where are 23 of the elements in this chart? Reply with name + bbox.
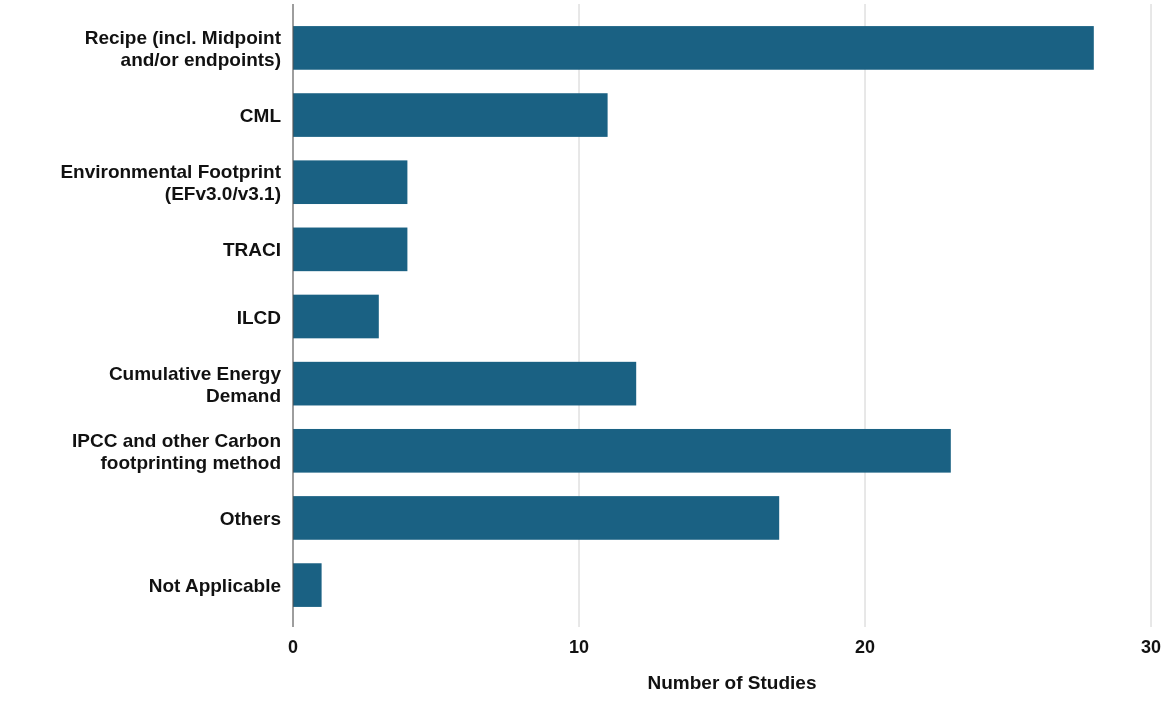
x-tick-label: 0 [287,637,299,657]
bar [293,26,1094,70]
x-tick-label: 30 [1140,637,1162,657]
y-tick-label: Environmental Footprint (EFv3.0/v3.1) [60,161,282,205]
y-tick-label: CML [239,105,282,127]
x-tick-label: 10 [568,637,590,657]
y-tick-label: IPCC and other Carbon footprinting method [71,429,281,473]
bar [293,428,951,473]
bar [293,160,408,205]
bar [293,496,780,540]
bar [293,93,608,137]
bar [293,227,408,272]
y-tick-label: Others [219,507,281,529]
x-axis-title: Number of Studies [647,672,817,693]
bar [293,361,637,406]
x-tick-label: 20 [854,637,876,657]
y-tick-label: TRACI [222,239,281,261]
y-tick-label: Not Applicable [148,575,281,597]
bar [293,563,322,607]
y-tick-label: ILCD [236,306,281,328]
y-tick-label: Recipe (incl. Midpoint and/or endpoints) [84,26,282,70]
y-tick-label: Cumulative Energy Demand [108,362,282,406]
bar [293,294,379,339]
